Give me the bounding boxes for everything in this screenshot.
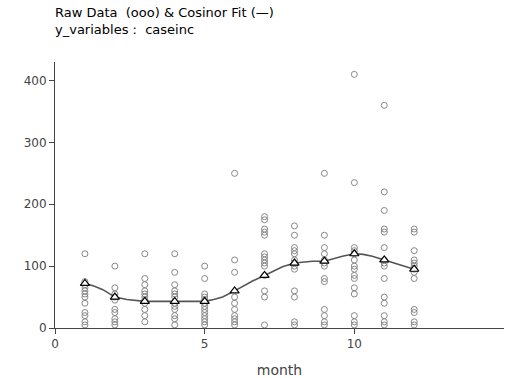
- svg-text:100: 100: [24, 259, 47, 273]
- svg-text:0: 0: [51, 337, 59, 351]
- svg-text:5: 5: [201, 337, 209, 351]
- svg-text:Raw Data (ooo) & Cosinor Fit: Raw Data (ooo) & Cosinor Fit (—)y_variab…: [55, 5, 274, 37]
- svg-text:300: 300: [24, 136, 47, 150]
- svg-text:month: month: [257, 362, 302, 378]
- svg-text:0: 0: [39, 321, 47, 335]
- svg-text:10: 10: [347, 337, 362, 351]
- svg-text:200: 200: [24, 197, 47, 211]
- svg-text:400: 400: [24, 74, 47, 88]
